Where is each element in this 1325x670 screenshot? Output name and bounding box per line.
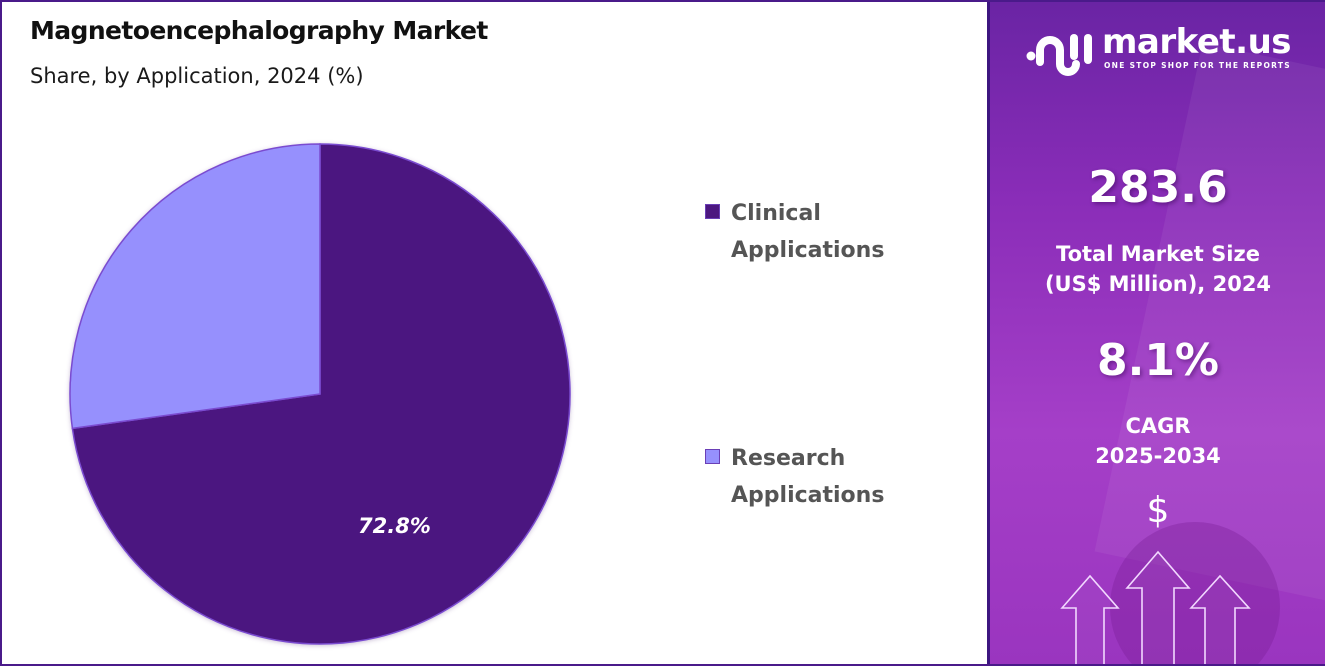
background-decoration xyxy=(1110,522,1280,664)
legend-label-clinical: Clinical Applications xyxy=(731,195,884,269)
legend-label-line1: Clinical xyxy=(731,201,821,226)
marketus-logo: market.us ONE STOP SHOP FOR THE REPORTS xyxy=(1026,22,1306,86)
cagr-value: 8.1% xyxy=(1096,335,1220,386)
growth-arrows-icon xyxy=(1060,550,1251,664)
legend-swatch-research xyxy=(705,449,720,464)
chart-subtitle: Share, by Application, 2024 (%) xyxy=(30,64,364,88)
dollar-icon: $ xyxy=(1146,490,1170,531)
legend-label-line1: Research xyxy=(731,446,846,471)
cagr-label-line1: CAGR xyxy=(1125,414,1191,438)
legend-label-line2: Applications xyxy=(731,238,885,263)
legend-label-research: Research Applications xyxy=(731,440,884,514)
pie-slice-research[interactable] xyxy=(69,143,321,430)
chart-title: Magnetoencephalography Market xyxy=(30,16,488,45)
logo-tagline: ONE STOP SHOP FOR THE REPORTS xyxy=(1104,61,1291,70)
pie-label-clinical: 72.8% xyxy=(358,514,431,538)
legend-label-line2: Applications xyxy=(731,483,885,508)
summary-panel: market.us ONE STOP SHOP FOR THE REPORTS … xyxy=(987,2,1325,664)
market-size-label-line1: Total Market Size xyxy=(1056,242,1260,266)
market-size-value: 283.6 xyxy=(1088,162,1228,213)
legend-swatch-clinical xyxy=(705,204,720,219)
market-size-label-line2: (US$ Million), 2024 xyxy=(1044,272,1272,296)
logo-text: market.us xyxy=(1102,22,1292,62)
logo-mark-icon xyxy=(1026,34,1092,76)
cagr-label-line2: 2025-2034 xyxy=(1095,444,1221,468)
pie-chart: 72.8% xyxy=(69,143,571,645)
pie-slice-clinical[interactable] xyxy=(71,143,571,645)
